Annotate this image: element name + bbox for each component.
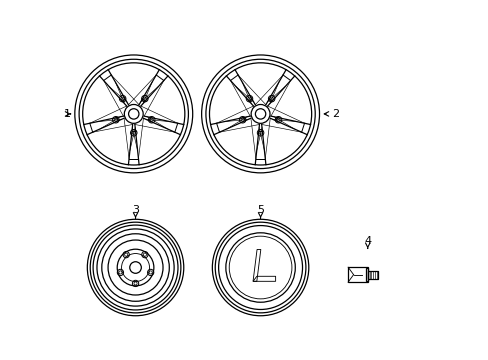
Text: 1: 1: [64, 109, 71, 119]
Bar: [365, 268, 367, 281]
Text: 5: 5: [257, 205, 264, 218]
Bar: [347, 267, 367, 282]
Text: 4: 4: [364, 236, 370, 248]
Bar: [367, 271, 378, 279]
Text: 3: 3: [132, 205, 139, 218]
Text: 2: 2: [324, 109, 339, 119]
